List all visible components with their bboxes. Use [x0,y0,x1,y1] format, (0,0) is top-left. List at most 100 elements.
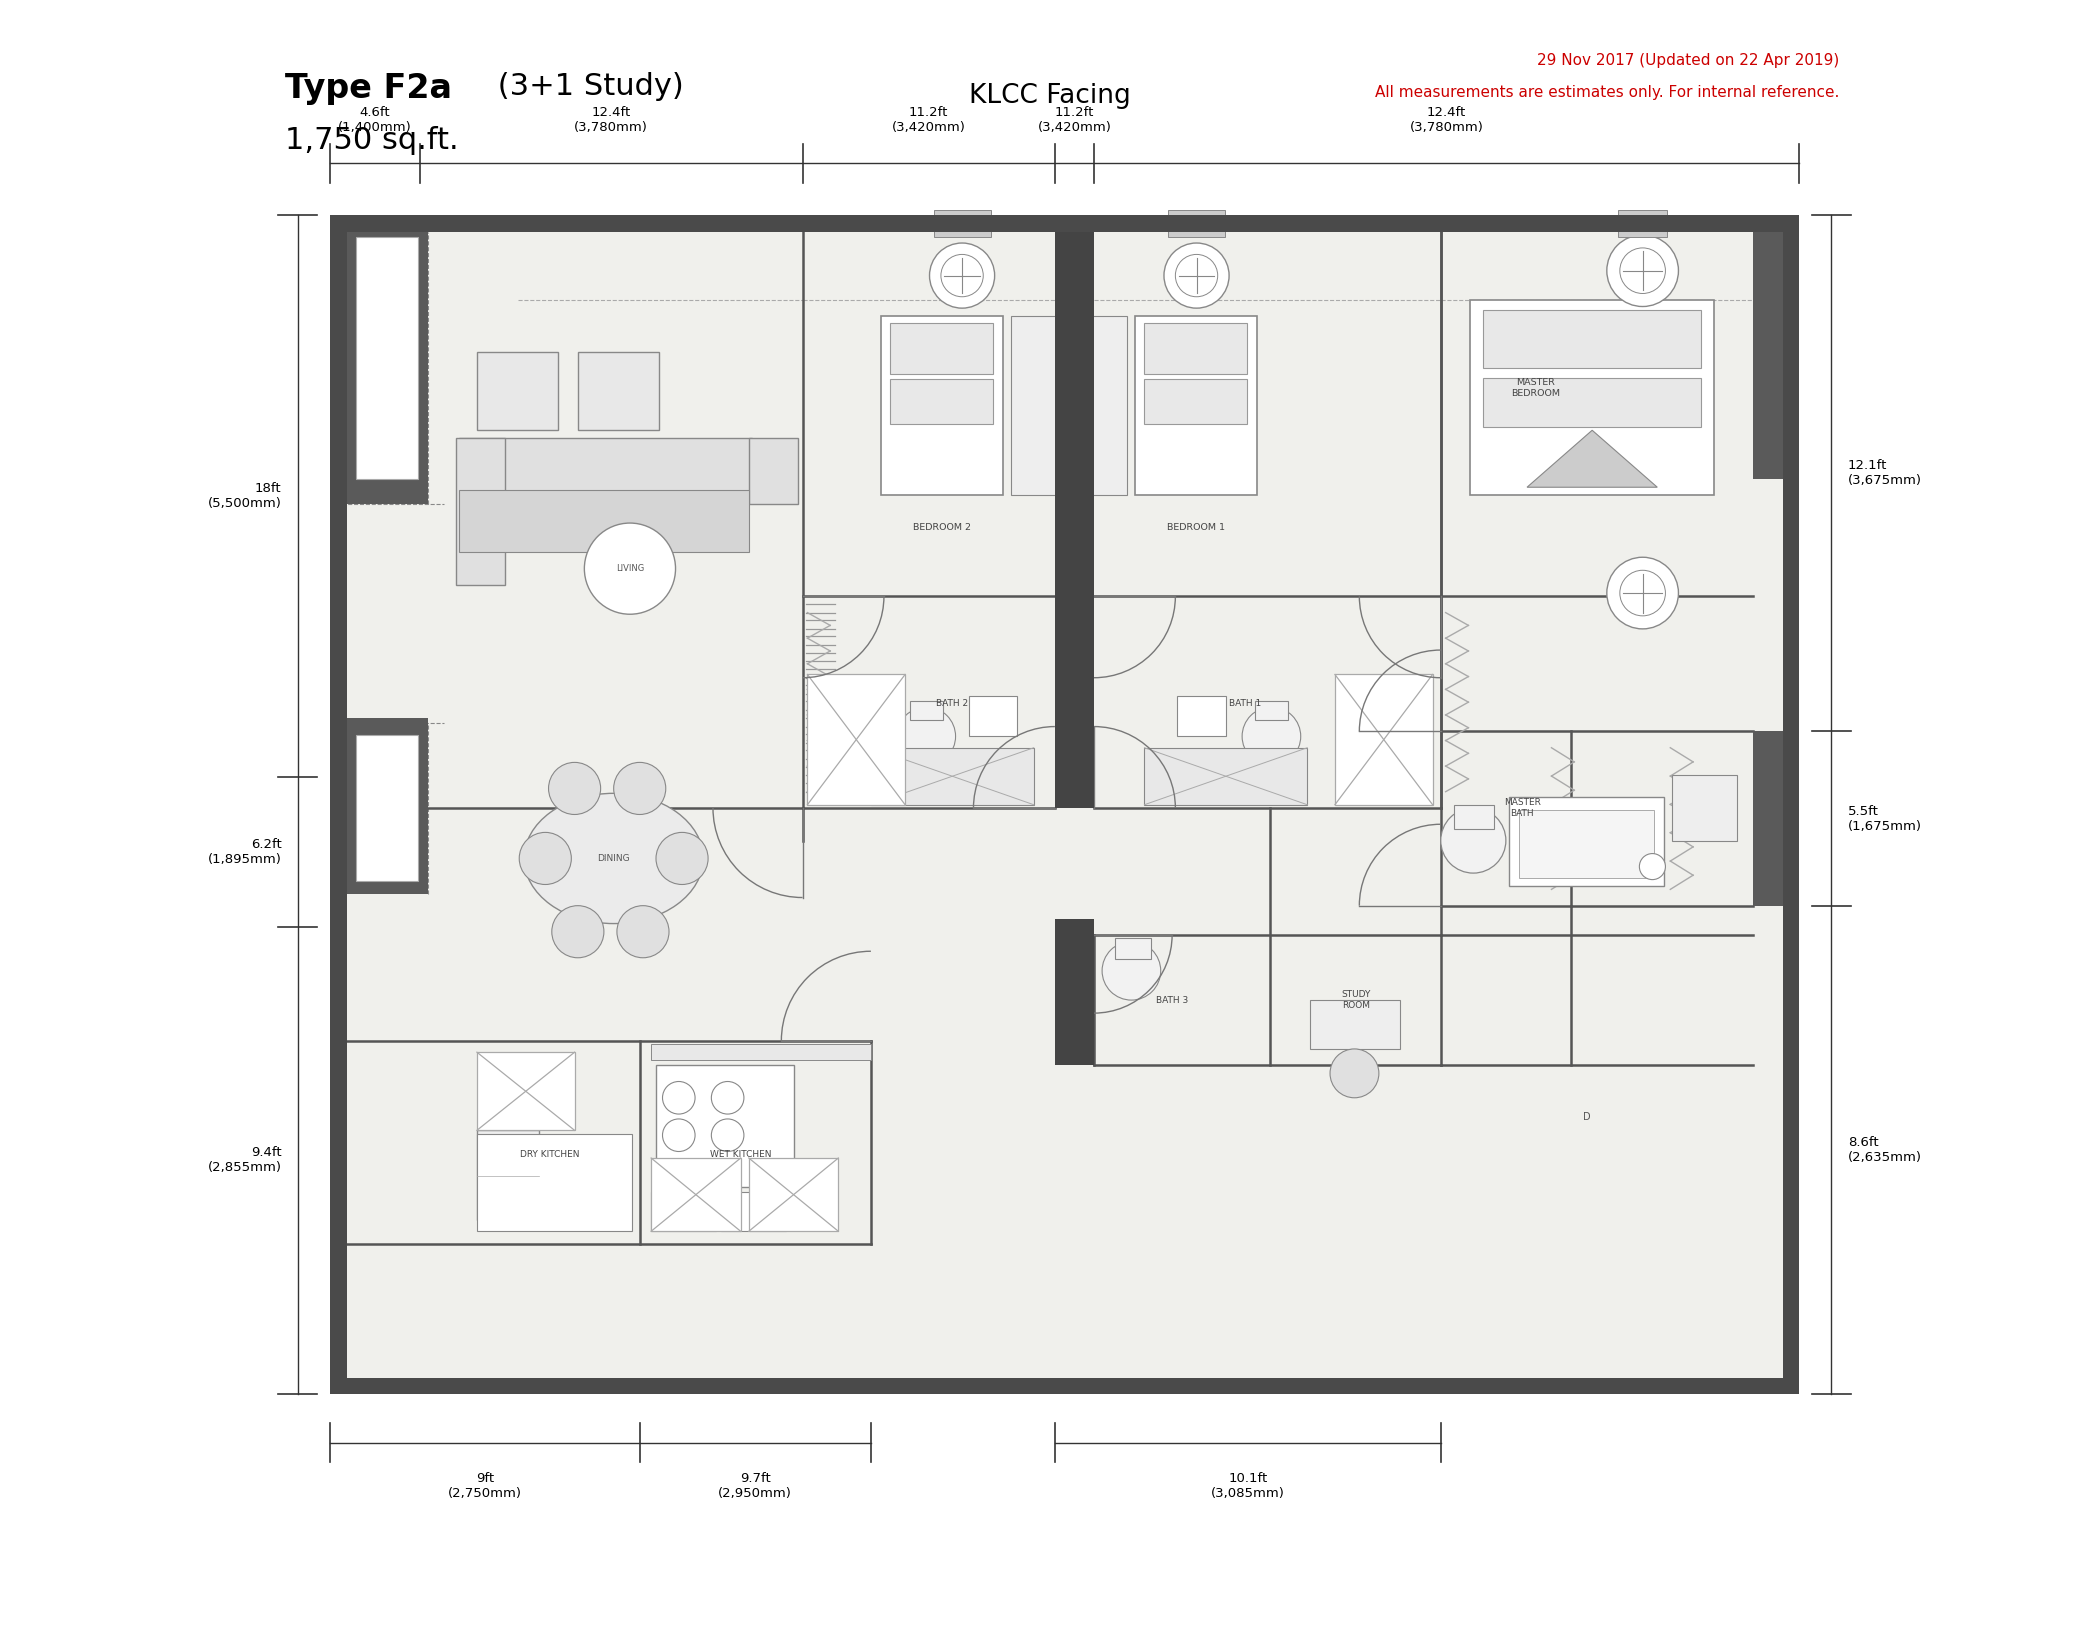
Bar [872,747,1033,805]
Bar [477,1133,632,1232]
Polygon shape [1527,430,1657,488]
Bar [456,438,504,585]
Bar [1115,938,1151,959]
Bar [1483,310,1701,368]
Bar [330,1378,1800,1394]
Bar [330,215,1800,1394]
Circle shape [1241,708,1300,765]
Text: 9.4ft
(2,855mm): 9.4ft (2,855mm) [208,1146,281,1174]
Circle shape [1102,941,1161,1000]
Bar [477,1130,540,1220]
Text: 9.7ft
(2,950mm): 9.7ft (2,950mm) [718,1473,792,1501]
Bar [477,1053,575,1130]
Bar [1518,810,1655,878]
Text: 5.5ft
(1,675mm): 5.5ft (1,675mm) [1848,805,1922,832]
Bar [1754,731,1783,906]
Bar [357,236,418,479]
Text: 12.1ft
(3,675mm): 12.1ft (3,675mm) [1848,460,1922,488]
Text: All measurements are estimates only. For internal reference.: All measurements are estimates only. For… [1376,85,1840,100]
Bar [460,491,750,552]
Bar [1470,300,1714,496]
Bar [651,1158,741,1232]
Bar [346,724,428,895]
Text: 11.2ft
(3,420mm): 11.2ft (3,420mm) [1037,107,1111,135]
Bar [330,215,1800,232]
Text: MASTER
BEDROOM: MASTER BEDROOM [1510,378,1560,397]
Text: LIVING: LIVING [615,565,645,573]
Ellipse shape [525,793,704,923]
Bar [968,696,1016,736]
Bar [750,438,798,504]
Text: MASTER
BATH: MASTER BATH [1504,798,1541,818]
Bar [1783,215,1800,1394]
Text: 4.6ft
(1,400mm): 4.6ft (1,400mm) [338,107,412,135]
Bar [330,1378,1800,1394]
Bar [1144,323,1247,374]
Text: D: D [1583,1112,1592,1123]
Bar [1256,701,1287,721]
Bar [1754,232,1783,479]
Bar [720,1192,785,1232]
Circle shape [584,524,676,614]
Bar [909,701,943,721]
Text: DINING: DINING [596,854,630,864]
Bar [1510,796,1663,887]
Text: STUDY
ROOM: STUDY ROOM [1342,990,1371,1010]
Bar [460,438,752,496]
Bar [806,675,905,805]
Bar [1754,227,1783,240]
Bar [1010,317,1075,496]
Bar [1310,1000,1401,1049]
Circle shape [1640,854,1665,880]
Bar [750,1158,838,1232]
Circle shape [897,708,956,765]
Text: DRY KITCHEN: DRY KITCHEN [521,1151,580,1159]
Circle shape [662,1118,695,1151]
Circle shape [1163,243,1228,309]
Circle shape [552,906,605,957]
Circle shape [712,1082,743,1113]
Bar [1783,215,1800,1394]
Text: BEDROOM 2: BEDROOM 2 [914,524,970,532]
Text: BATH 2: BATH 2 [937,699,968,708]
Bar [1754,731,1783,906]
Bar [1483,378,1701,427]
Bar [1144,379,1247,424]
Bar [1054,918,1094,1066]
Text: BEDROOM 1: BEDROOM 1 [1168,524,1224,532]
Bar [1619,210,1667,236]
Bar [357,734,418,882]
Circle shape [930,243,995,309]
Text: Type F2a: Type F2a [286,72,452,105]
Circle shape [613,762,666,814]
Bar [651,1192,716,1232]
Text: 11.2ft
(3,420mm): 11.2ft (3,420mm) [892,107,966,135]
Bar [655,1066,794,1187]
Bar [651,1044,872,1061]
Text: KLCC Facing: KLCC Facing [968,84,1132,110]
Bar [934,210,991,236]
Bar [346,719,428,895]
Text: BATH 3: BATH 3 [1155,995,1189,1005]
Bar [1134,317,1256,496]
Bar [330,215,1800,232]
Circle shape [548,762,601,814]
Bar [357,737,418,882]
Text: (3+1 Study): (3+1 Study) [489,72,685,102]
Bar [890,323,993,374]
Circle shape [1606,235,1678,307]
Bar [1754,232,1783,479]
Bar [1060,317,1126,496]
Text: 29 Nov 2017 (Updated on 22 Apr 2019): 29 Nov 2017 (Updated on 22 Apr 2019) [1537,53,1840,67]
Bar [1453,805,1495,829]
Text: BATH 1: BATH 1 [1228,699,1262,708]
Text: 1,750 sq.ft.: 1,750 sq.ft. [286,126,458,154]
Bar [357,240,418,479]
Bar [330,215,346,1394]
Circle shape [1329,1049,1380,1098]
Bar [1054,232,1094,808]
Bar [477,351,559,430]
Bar [880,317,1004,496]
Bar [1672,775,1737,841]
Circle shape [1606,557,1678,629]
